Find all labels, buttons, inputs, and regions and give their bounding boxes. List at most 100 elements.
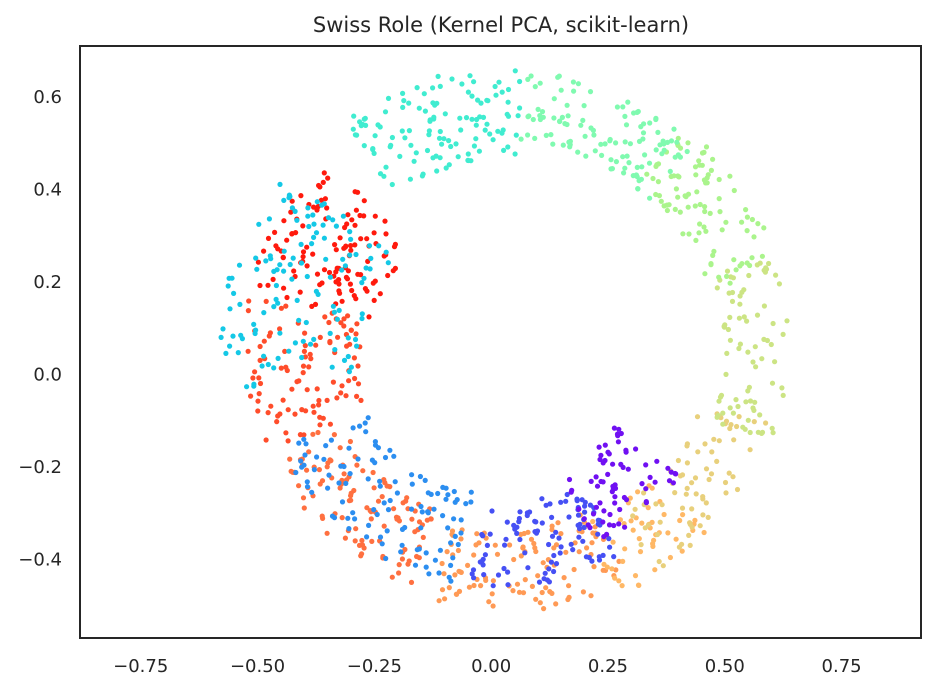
scatter-point [536, 579, 543, 585]
scatter-point [625, 466, 631, 472]
scatter-point [571, 566, 577, 573]
scatter-point [310, 251, 316, 257]
scatter-point [311, 336, 317, 342]
scatter-point [459, 81, 465, 87]
scatter-point [522, 550, 528, 556]
scatter-point [311, 467, 317, 473]
scatter-point [730, 410, 737, 416]
scatter-point [354, 393, 360, 399]
scatter-point [304, 479, 310, 485]
scatter-point [684, 460, 691, 466]
scatter-point [590, 518, 596, 525]
scatter-point [635, 186, 641, 192]
scatter-point [622, 165, 628, 171]
scatter-point [745, 349, 751, 355]
scatter-point [533, 548, 539, 555]
scatter-point [505, 582, 511, 588]
scatter-point [565, 113, 571, 119]
scatter-point [259, 363, 265, 369]
scatter-point [520, 544, 526, 550]
scatter-point [427, 118, 433, 124]
scatter-point [627, 141, 634, 147]
scatter-point [631, 110, 637, 116]
scatter-point [337, 485, 343, 491]
scatter-point [389, 574, 395, 580]
scatter-point [593, 474, 599, 480]
x-tick-label: −0.25 [347, 656, 402, 677]
scatter-point [377, 534, 384, 540]
scatter-point [533, 519, 539, 525]
scatter-point [330, 217, 336, 223]
scatter-point [537, 80, 543, 86]
scatter-point [745, 417, 751, 423]
scatter-point [261, 310, 267, 316]
scatter-point [622, 546, 628, 552]
scatter-point [780, 392, 786, 398]
scatter-point [343, 480, 349, 486]
scatter-point [708, 471, 715, 477]
scatter-point [684, 485, 690, 491]
scatter-point [701, 149, 707, 155]
scatter-point [368, 255, 374, 261]
scatter-point [362, 420, 368, 426]
scatter-point [522, 577, 528, 583]
scatter-point [553, 542, 560, 548]
scatter-point [331, 309, 337, 315]
scatter-point [533, 596, 539, 602]
scatter-point [458, 530, 464, 536]
scatter-point [469, 93, 475, 99]
scatter-point [311, 204, 317, 210]
scatter-point [676, 544, 683, 550]
scatter-point [280, 397, 286, 403]
scatter-point [555, 74, 561, 80]
scatter-point [623, 447, 629, 453]
scatter-point [253, 255, 259, 261]
scatter-point [364, 534, 370, 540]
scatter-point [696, 158, 702, 164]
scatter-point [409, 472, 415, 478]
scatter-point [304, 484, 311, 490]
scatter-point [328, 458, 334, 464]
scatter-point [353, 296, 359, 302]
scatter-point [306, 364, 312, 370]
scatter-point [354, 343, 360, 349]
y-tick-label: −0.2 [18, 457, 62, 478]
scatter-point [653, 116, 659, 123]
scatter-point [275, 300, 281, 306]
scatter-point [275, 355, 281, 361]
scatter-point [450, 555, 456, 561]
scatter-point [693, 172, 699, 178]
scatter-point [275, 246, 281, 252]
scatter-point [252, 369, 258, 375]
scatter-point [448, 562, 454, 569]
scatter-point [396, 570, 402, 576]
scatter-point [726, 470, 732, 476]
scatter-point [518, 553, 524, 559]
scatter-point [754, 262, 760, 268]
scatter-point [602, 141, 608, 147]
scatter-point [620, 154, 626, 160]
scatter-point [661, 203, 667, 209]
scatter-point [306, 223, 312, 230]
scatter-point [709, 449, 715, 455]
scatter-point [290, 255, 296, 261]
scatter-point [608, 166, 614, 172]
scatter-point [281, 268, 287, 274]
scatter-point [607, 511, 613, 518]
scatter-point [613, 159, 620, 165]
scatter-point [257, 357, 263, 363]
scatter-point [327, 421, 333, 427]
scatter-point [439, 141, 445, 147]
scatter-point [647, 195, 653, 201]
scatter-point [299, 354, 305, 361]
scatter-point [307, 351, 313, 357]
scatter-point [755, 221, 761, 227]
scatter-point [270, 276, 276, 282]
scatter-point [263, 437, 269, 443]
scatter-point [432, 557, 438, 563]
scatter-point [265, 410, 271, 416]
scatter-point [406, 100, 412, 106]
scatter-point [238, 332, 244, 338]
scatter-point [223, 350, 229, 356]
scatter-point [296, 440, 302, 446]
